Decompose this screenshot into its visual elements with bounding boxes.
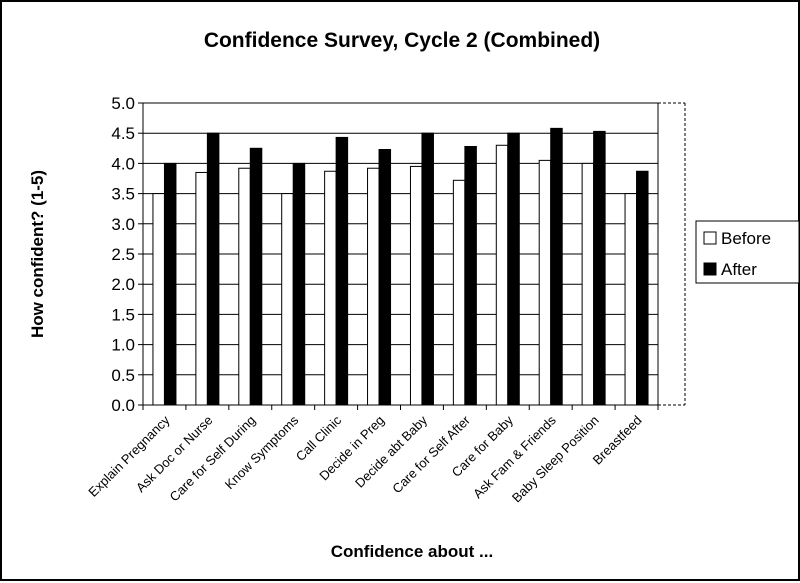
y-tick-label: 0.0 [111, 396, 135, 415]
bar-before [195, 171, 208, 406]
bar-before [367, 167, 380, 406]
y-tick-label: 1.0 [111, 336, 135, 355]
bar-after [335, 136, 349, 406]
bar-after [163, 162, 177, 406]
bar-after [507, 132, 520, 406]
x-tick-label: Care for Self After [389, 412, 473, 496]
bar-before [409, 165, 423, 406]
legend: Before After [695, 220, 800, 284]
y-axis-title: How confident? (1-5) [28, 170, 47, 338]
bars [152, 127, 649, 406]
legend-label-after: After [721, 260, 757, 279]
y-tick-label: 0.5 [111, 366, 135, 385]
gridlines [138, 102, 658, 406]
bar-before [281, 193, 294, 406]
bar-before [495, 144, 509, 406]
legend-label-before: Before [721, 229, 771, 248]
y-tick-labels: 0.0 0.5 1.0 1.5 2.0 2.5 3.0 3.5 4.0 4.5 5.0 [111, 94, 135, 415]
y-tick-label: 1.5 [111, 305, 135, 324]
bar-after [593, 130, 606, 406]
bar-after [636, 170, 649, 406]
bar-before [238, 167, 251, 406]
bar-before [581, 162, 595, 406]
x-tick-label: Explain Pregnancy [85, 412, 173, 500]
bar-before [152, 193, 165, 406]
bar-after [249, 147, 263, 406]
y-tick-label: 3.5 [111, 185, 135, 204]
y-tick-label: 2.5 [111, 245, 135, 264]
bar-after [292, 162, 306, 406]
y-tick-label: 4.5 [111, 124, 135, 143]
bar-after [206, 132, 220, 406]
legend-swatch-after [703, 262, 717, 276]
y-tick-label: 2.0 [111, 275, 135, 294]
x-tick-label: Know Symptoms [222, 412, 302, 492]
chart-title: Confidence Survey, Cycle 2 (Combined) [204, 29, 600, 52]
bar-before [538, 159, 552, 406]
y-tick-label: 4.0 [111, 154, 135, 173]
legend-swatch-before [703, 231, 717, 245]
bar-before [624, 193, 638, 406]
bar-after [421, 132, 434, 406]
y-tick-label: 3.0 [111, 215, 135, 234]
bar-after [550, 127, 563, 406]
x-axis-title: Confidence about ... [331, 542, 493, 561]
bar-before [452, 179, 466, 406]
y-tick-label: 5.0 [111, 94, 135, 113]
bar-before [324, 170, 337, 406]
bar-after [464, 145, 477, 406]
x-tick-label: Ask Doc or Nurse [133, 413, 216, 496]
bar-after [378, 149, 392, 406]
